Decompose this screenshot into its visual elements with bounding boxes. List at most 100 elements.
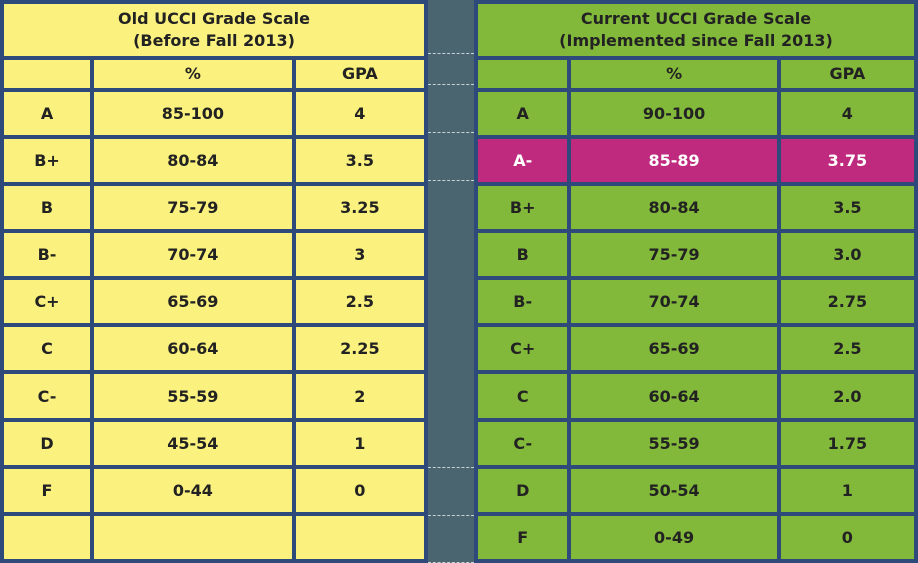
grade-cell: C- xyxy=(473,417,572,469)
grade-cell: B xyxy=(473,229,572,281)
header-percent: % xyxy=(567,55,781,92)
gpa-cell: 3 xyxy=(291,229,429,281)
gpa-cell: 4 xyxy=(776,87,918,139)
grade-cell: D xyxy=(0,417,95,469)
percent-cell: 60-64 xyxy=(567,370,781,422)
gpa-cell: 2.25 xyxy=(291,323,429,375)
percent-cell: 75-79 xyxy=(90,182,296,234)
grade-cell: F xyxy=(473,511,572,563)
table-row: C 60-64 2.0 xyxy=(473,370,918,422)
title-line-2: (Implemented since Fall 2013) xyxy=(559,30,833,50)
gpa-cell: 2.5 xyxy=(291,276,429,328)
gpa-cell: 4 xyxy=(291,87,429,139)
table-row: A 85-100 4 xyxy=(0,87,429,139)
table-row: A 90-100 4 xyxy=(473,87,918,139)
grade-cell xyxy=(0,511,95,563)
gpa-cell xyxy=(291,511,429,563)
table-row: F 0-44 0 xyxy=(0,464,429,516)
percent-cell: 0-49 xyxy=(567,511,781,563)
percent-cell: 0-44 xyxy=(90,464,296,516)
table-row: B 75-79 3.0 xyxy=(473,229,918,281)
table-row: C- 55-59 1.75 xyxy=(473,417,918,469)
percent-cell: 80-84 xyxy=(567,182,781,234)
percent-cell: 50-54 xyxy=(567,464,781,516)
table-row: A- 85-89 3.75 xyxy=(473,134,918,187)
table-row: B 75-79 3.25 xyxy=(0,182,429,234)
percent-cell: 45-54 xyxy=(90,417,296,469)
gpa-cell: 0 xyxy=(291,464,429,516)
header-grade xyxy=(0,55,95,92)
gpa-cell: 2.75 xyxy=(776,276,918,328)
gpa-cell: 3.75 xyxy=(776,134,918,187)
gpa-cell: 3.5 xyxy=(776,182,918,234)
table-row: B- 70-74 3 xyxy=(0,229,429,281)
percent-cell: 75-79 xyxy=(567,229,781,281)
grade-cell: B- xyxy=(473,276,572,328)
table-row: B- 70-74 2.75 xyxy=(473,276,918,328)
percent-cell: 80-84 xyxy=(90,134,296,187)
percent-cell: 55-59 xyxy=(567,417,781,469)
grade-cell: A- xyxy=(473,134,572,187)
gpa-cell: 2.0 xyxy=(776,370,918,422)
grade-cell: B- xyxy=(0,229,95,281)
percent-cell: 65-69 xyxy=(90,276,296,328)
grade-cell: C xyxy=(0,323,95,375)
grade-cell: C+ xyxy=(473,323,572,375)
dash-line xyxy=(428,180,474,181)
grade-cell: B+ xyxy=(0,134,95,187)
grade-cell: D xyxy=(473,464,572,516)
percent-cell: 85-89 xyxy=(567,134,781,187)
percent-cell: 55-59 xyxy=(90,370,296,422)
dash-line xyxy=(428,132,474,133)
gpa-cell: 3.0 xyxy=(776,229,918,281)
percent-cell: 90-100 xyxy=(567,87,781,139)
percent-cell: 60-64 xyxy=(90,323,296,375)
separator-gap xyxy=(428,0,474,563)
gpa-cell: 2 xyxy=(291,370,429,422)
dash-line xyxy=(428,53,474,54)
table-row: C+ 65-69 2.5 xyxy=(473,323,918,375)
table-row: C 60-64 2.25 xyxy=(0,323,429,375)
dash-line xyxy=(428,467,474,468)
grade-cell: A xyxy=(0,87,95,139)
header-gpa: GPA xyxy=(776,55,918,92)
table-row: B+ 80-84 3.5 xyxy=(473,182,918,234)
header-grade xyxy=(473,55,572,92)
gpa-cell: 1 xyxy=(291,417,429,469)
grade-cell: F xyxy=(0,464,95,516)
dash-line xyxy=(428,515,474,516)
table-row: B+ 80-84 3.5 xyxy=(0,134,429,187)
old-scale-title: Old UCCI Grade Scale (Before Fall 2013) xyxy=(0,0,428,60)
percent-cell xyxy=(90,511,296,563)
grade-cell: A xyxy=(473,87,572,139)
title-line-1: Current UCCI Grade Scale xyxy=(580,8,812,28)
gpa-cell: 3.25 xyxy=(291,182,429,234)
grade-cell: B xyxy=(0,182,95,234)
gpa-cell: 2.5 xyxy=(776,323,918,375)
title-line-2: (Before Fall 2013) xyxy=(133,30,295,50)
percent-cell: 70-74 xyxy=(90,229,296,281)
table-row: C+ 65-69 2.5 xyxy=(0,276,429,328)
grade-cell: B+ xyxy=(473,182,572,234)
header-gpa: GPA xyxy=(291,55,429,92)
gpa-cell: 3.5 xyxy=(291,134,429,187)
current-grade-scale-table: Current UCCI Grade Scale (Implemented si… xyxy=(473,0,918,563)
percent-cell: 70-74 xyxy=(567,276,781,328)
grade-cell: C- xyxy=(0,370,95,422)
table-row: D 50-54 1 xyxy=(473,464,918,516)
table-row: C- 55-59 2 xyxy=(0,370,429,422)
title-line-1: Old UCCI Grade Scale xyxy=(118,8,310,28)
header-percent: % xyxy=(90,55,296,92)
table-row xyxy=(0,511,429,563)
dash-line xyxy=(428,84,474,85)
percent-cell: 65-69 xyxy=(567,323,781,375)
grade-cell: C xyxy=(473,370,572,422)
gpa-cell: 1.75 xyxy=(776,417,918,469)
gpa-cell: 1 xyxy=(776,464,918,516)
percent-cell: 85-100 xyxy=(90,87,296,139)
current-scale-title: Current UCCI Grade Scale (Implemented si… xyxy=(474,0,918,60)
grade-cell: C+ xyxy=(0,276,95,328)
table-row: D 45-54 1 xyxy=(0,417,429,469)
gpa-cell: 0 xyxy=(776,511,918,563)
table-row: F 0-49 0 xyxy=(473,511,918,563)
